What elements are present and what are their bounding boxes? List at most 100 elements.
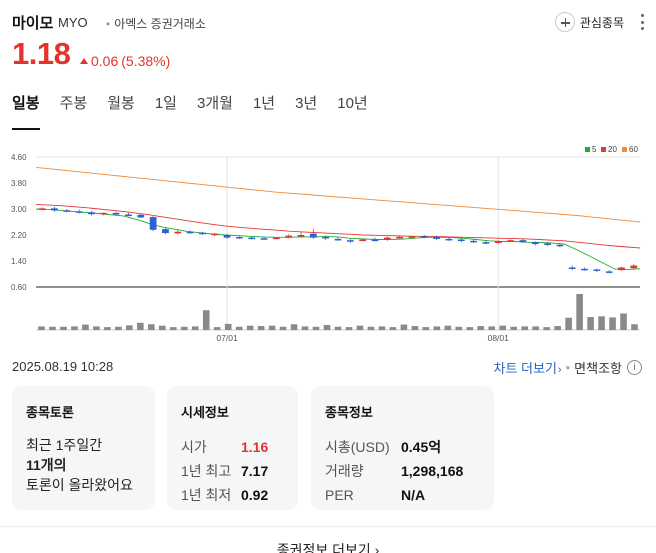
volume-bar (466, 327, 474, 330)
more-options-icon[interactable] (638, 14, 646, 30)
candle-body (149, 217, 157, 230)
volume-bar (510, 326, 518, 330)
volume-bar (49, 326, 56, 330)
volume-bar (587, 317, 594, 330)
candle-body (371, 239, 379, 242)
info-icon[interactable]: i (627, 360, 642, 375)
volume-bar (598, 316, 605, 330)
volume-bar (334, 326, 342, 330)
volume-bar (323, 324, 331, 330)
change-percent: (5.38%) (121, 53, 171, 69)
volume-bar (356, 325, 364, 330)
chart-more-label: 차트 더보기 (493, 361, 557, 376)
candle-body (581, 268, 588, 271)
candle-body (297, 235, 305, 237)
candle-body (309, 233, 317, 238)
volume-bar (609, 317, 616, 330)
candle-body (568, 267, 576, 269)
chart-links: 차트 더보기› • 면책조항 i (494, 358, 642, 377)
volume-bar (158, 325, 166, 330)
candle-body (445, 238, 453, 241)
candle-body (162, 229, 169, 234)
candle-body (531, 242, 539, 245)
quote-row-52w-low: 1년 최저 0.92 (181, 483, 298, 507)
candle-body (494, 241, 502, 243)
stock-name: 마이모 (12, 15, 54, 32)
low-52w-value: 0.92 (241, 487, 269, 503)
y-tick-label: 4.60 (11, 153, 27, 162)
candle-body (618, 267, 625, 271)
volume-bar (148, 324, 155, 330)
quote-info-card[interactable]: 시세정보 시가 1.16 1년 최고 7.17 1년 최저 0.92 (167, 386, 298, 510)
volume-bar (60, 326, 67, 330)
disclaimer-link[interactable]: 면책조항 (574, 361, 622, 376)
discussion-line-3: 토론이 올라왔어요 (26, 477, 133, 493)
stock-info-card[interactable]: 종목정보 시총(USD) 0.45억 거래량 1,298,168 PER N/A (311, 386, 494, 510)
triangle-up-icon (80, 58, 88, 64)
volume-bar (411, 326, 419, 330)
tab-3year[interactable]: 3년 (295, 95, 318, 112)
candle-body (75, 211, 83, 213)
candle-body (112, 212, 120, 215)
candle-body (433, 236, 441, 239)
volume-bar (576, 294, 583, 330)
candle-body (260, 238, 268, 240)
volume-bar (455, 326, 463, 330)
discussion-card[interactable]: 종목토론 최근 1주일간 11개의 토론이 올라왔어요 (12, 386, 155, 510)
tab-monthly[interactable]: 월봉 (107, 95, 135, 112)
marketcap-label: 시총(USD) (325, 439, 390, 455)
volume-bar (422, 327, 430, 330)
current-price: 1.18 (12, 36, 71, 71)
volume-bar (82, 324, 89, 330)
volume-bar (367, 326, 375, 330)
stock-header: 마이모 MYO • 아멕스 증권거래소 관심종목 (12, 10, 646, 34)
volume-bar (444, 325, 452, 330)
volume-bar (38, 326, 45, 330)
candle-body (272, 237, 280, 240)
y-tick-label: 2.20 (11, 231, 27, 240)
add-favorite-button[interactable]: 관심종목 (554, 10, 624, 34)
high-52w-label: 1년 최고 (181, 463, 232, 479)
volume-bar (290, 324, 298, 330)
candle-body (38, 208, 46, 210)
high-52w-value: 7.17 (241, 463, 269, 479)
chart-more-link[interactable]: 차트 더보기› (494, 358, 562, 377)
volume-bar (235, 326, 243, 330)
info-row-marketcap: 시총(USD) 0.45억 (325, 435, 494, 459)
tab-weekly[interactable]: 주봉 (59, 95, 88, 112)
candle-body (630, 265, 638, 269)
tab-1year[interactable]: 1년 (252, 95, 276, 112)
discussion-title: 종목토론 (26, 405, 74, 420)
tab-1day[interactable]: 1일 (154, 95, 177, 112)
volume-bar (554, 326, 561, 330)
volume-bar (213, 327, 221, 330)
volume-bar (268, 325, 276, 330)
candle-body (359, 239, 367, 242)
x-tick-label: 07/01 (216, 333, 238, 343)
tab-3month[interactable]: 3개월 (196, 95, 233, 112)
chevron-right-icon: › (557, 364, 562, 376)
section-divider (0, 526, 656, 527)
exchange-name: 아멕스 증권거래소 (114, 17, 206, 31)
y-tick-label: 0.60 (11, 283, 27, 292)
discussion-line-1: 최근 1주일간 (26, 437, 103, 453)
tab-daily[interactable]: 일봉 (12, 92, 40, 130)
y-tick-label: 3.80 (11, 179, 27, 188)
per-value: N/A (401, 487, 426, 503)
stock-info-title: 종목정보 (325, 405, 373, 420)
per-label: PER (325, 487, 354, 503)
candle-body (420, 236, 428, 238)
candle-body (383, 237, 391, 240)
plus-circle-icon (554, 12, 575, 32)
candle-body (285, 235, 293, 238)
legend-swatch (622, 147, 627, 152)
stock-info-more-link[interactable]: 종권정보 더보기 › (276, 542, 380, 553)
volume-bar (345, 327, 353, 330)
volume-bar (631, 324, 638, 330)
candle-body (235, 236, 243, 239)
candle-body (51, 208, 58, 211)
candle-body (199, 232, 206, 235)
volume-bar (169, 327, 177, 330)
price-chart[interactable]: 4.60 3.80 3.00 2.20 1.40 0.60 07/01 08/01 5 20 60 (0, 140, 656, 346)
tab-10year[interactable]: 10년 (337, 95, 368, 112)
